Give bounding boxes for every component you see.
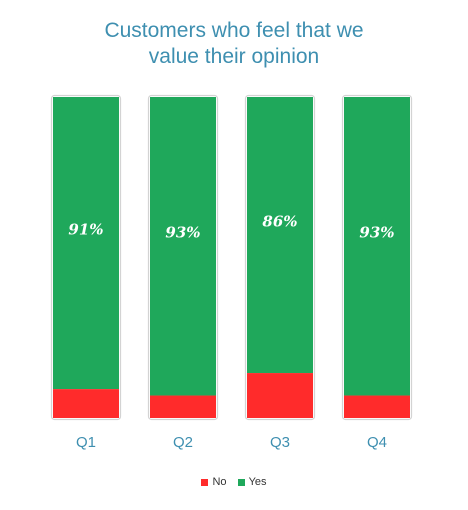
bar-no-q4[interactable] [344,395,410,418]
bar-group-q3: 86% Q3 [244,94,316,451]
bar-outline-q1 [50,94,122,421]
bar-outline-q4 [341,94,413,421]
category-label-q1: Q1 [76,434,96,451]
value-label-q4: 93% [359,223,394,241]
bar-yes-q2[interactable] [150,97,216,396]
category-label-q3: Q3 [270,434,290,451]
bar-outline-q2 [147,94,219,421]
legend-swatch-yes [237,478,245,486]
chart-title-line-1: Customers who feel that we [104,19,364,42]
legend: No Yes [0,476,468,489]
bar-yes-q4[interactable] [344,97,410,396]
category-label-q4: Q4 [367,434,387,451]
bar-group-q1: 91% Q1 [50,94,122,451]
bar-yes-q3[interactable] [247,97,313,374]
bar-no-q2[interactable] [150,395,216,418]
value-label-q3: 86% [262,213,297,231]
bar-no-q3[interactable] [247,373,313,418]
category-label-q2: Q2 [173,434,193,451]
legend-item-yes[interactable]: Yes [237,476,267,488]
legend-label-no: No [212,476,227,488]
legend-label-yes: Yes [248,476,267,488]
legend-swatch-no [201,478,209,486]
bar-group-q2: 93% Q2 [147,94,219,451]
bar-outline-q3 [244,94,316,421]
chart-title: Customers who feel that we value their o… [0,18,468,70]
legend-item-no[interactable]: No [201,476,227,488]
value-label-q2: 93% [165,223,200,241]
bar-group-q4: 93% Q4 [341,94,413,451]
chart-title-line-2: value their opinion [148,45,320,68]
value-label-q1: 91% [68,220,103,238]
bar-yes-q1[interactable] [53,97,119,390]
bar-no-q1[interactable] [53,389,119,418]
